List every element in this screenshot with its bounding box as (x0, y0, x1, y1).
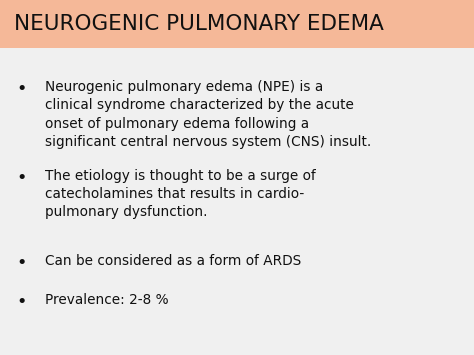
Text: Neurogenic pulmonary edema (NPE) is a
clinical syndrome characterized by the acu: Neurogenic pulmonary edema (NPE) is a cl… (45, 80, 371, 149)
Text: •: • (16, 80, 27, 98)
Bar (0, 0, 474, 48)
Text: The etiology is thought to be a surge of
catecholamines that results in cardio-
: The etiology is thought to be a surge of… (45, 169, 316, 219)
Text: •: • (16, 254, 27, 272)
Text: Can be considered as a form of ARDS: Can be considered as a form of ARDS (45, 254, 301, 268)
Text: •: • (16, 293, 27, 311)
Text: Prevalence: 2-8 %: Prevalence: 2-8 % (45, 293, 169, 307)
Text: NEUROGENIC PULMONARY EDEMA: NEUROGENIC PULMONARY EDEMA (14, 14, 384, 34)
Text: •: • (16, 169, 27, 187)
